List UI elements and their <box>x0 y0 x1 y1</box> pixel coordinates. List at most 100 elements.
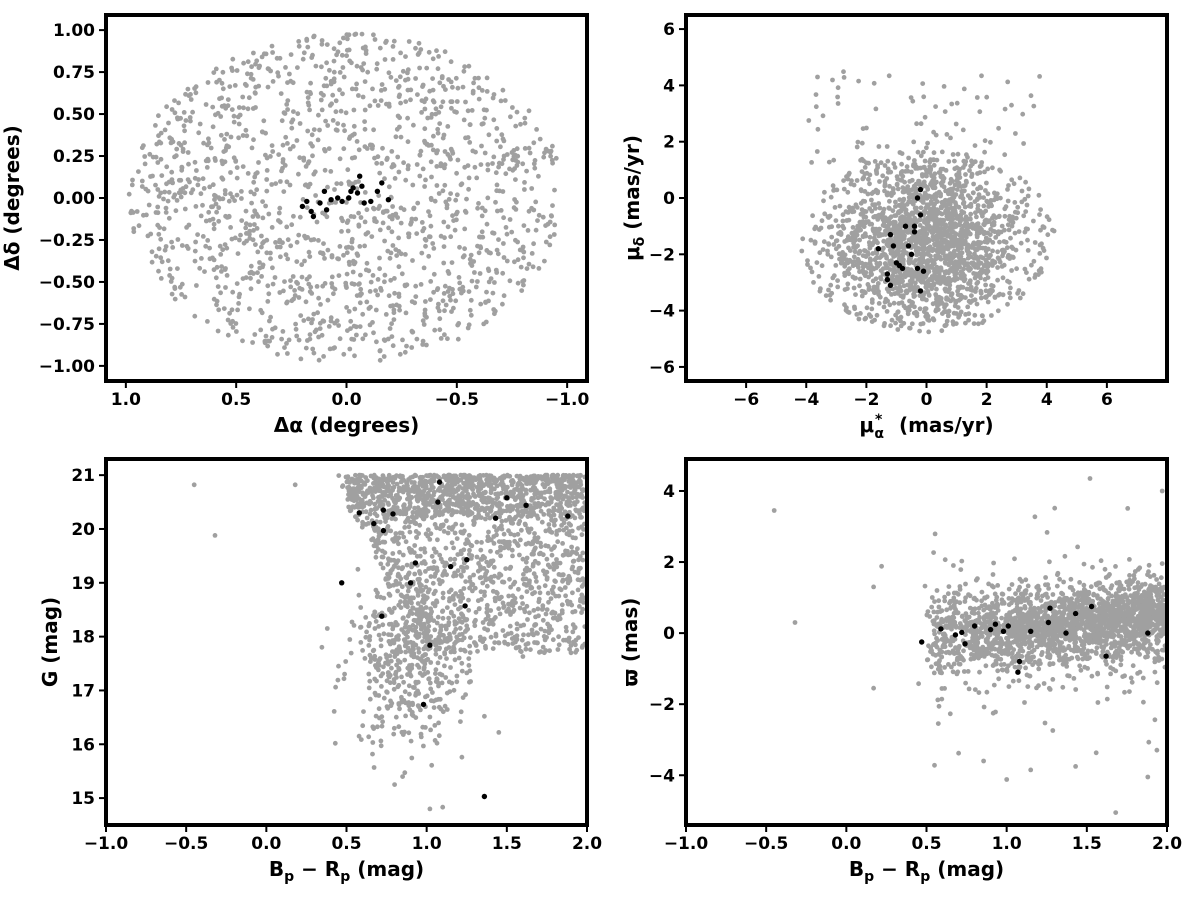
field-point <box>407 529 413 535</box>
field-point <box>473 284 479 290</box>
field-point <box>490 646 496 651</box>
field-point <box>472 623 478 629</box>
field-point <box>447 293 453 299</box>
x-tick-label: −4 <box>793 390 819 410</box>
field-point <box>203 243 209 249</box>
field-point <box>344 250 350 256</box>
field-point <box>453 211 459 217</box>
field-point <box>336 273 342 278</box>
field-point <box>935 280 940 285</box>
field-point <box>331 69 337 75</box>
field-point <box>978 295 984 301</box>
member-point <box>917 186 924 193</box>
field-point <box>357 324 363 329</box>
y-tick-label: 0.00 <box>53 189 95 209</box>
field-point <box>450 84 455 90</box>
field-point <box>363 267 369 273</box>
member-point <box>908 251 915 257</box>
member-point <box>328 197 334 203</box>
field-point <box>842 273 848 278</box>
field-point <box>361 61 367 66</box>
field-point <box>240 338 245 344</box>
field-point <box>854 178 860 183</box>
field-point <box>318 302 323 307</box>
field-point <box>378 561 384 567</box>
field-point <box>968 211 974 217</box>
field-point <box>205 80 211 85</box>
field-point <box>437 327 443 333</box>
field-point <box>240 164 246 170</box>
field-point <box>325 297 331 303</box>
field-point <box>479 213 485 219</box>
field-point <box>447 285 452 291</box>
field-point <box>313 63 319 69</box>
field-point <box>356 210 361 216</box>
field-point <box>386 225 391 231</box>
field-point <box>498 208 504 213</box>
field-point <box>929 194 934 200</box>
field-point <box>317 320 323 326</box>
field-point <box>983 282 988 288</box>
field-point <box>420 228 426 234</box>
field-point <box>252 222 257 227</box>
field-point <box>280 157 286 162</box>
field-point <box>917 306 923 312</box>
field-point <box>427 234 433 240</box>
field-point <box>830 183 836 189</box>
field-point <box>508 114 513 120</box>
field-point <box>992 295 998 300</box>
field-point <box>490 161 495 166</box>
field-point <box>449 309 454 314</box>
field-point <box>513 123 519 129</box>
field-point <box>851 285 857 291</box>
field-point <box>333 98 339 104</box>
field-point <box>230 56 236 62</box>
field-point <box>164 181 169 187</box>
field-point <box>876 144 882 149</box>
field-point <box>288 278 293 283</box>
field-point <box>200 234 206 239</box>
field-point <box>309 132 315 138</box>
field-point <box>235 307 241 313</box>
field-point <box>194 283 199 288</box>
field-point <box>358 272 363 278</box>
field-point <box>892 230 898 236</box>
field-point <box>868 267 874 272</box>
field-point <box>488 537 494 543</box>
field-point <box>866 287 872 292</box>
field-point <box>962 217 967 223</box>
field-point <box>931 157 936 163</box>
field-point <box>960 285 966 290</box>
field-points <box>126 31 559 363</box>
field-point <box>527 150 533 156</box>
field-point <box>289 222 295 228</box>
field-point <box>532 158 538 163</box>
field-point <box>521 255 526 261</box>
field-point <box>296 39 302 44</box>
field-point <box>402 349 408 355</box>
field-point <box>375 103 381 108</box>
field-point <box>391 307 397 313</box>
field-point <box>1007 295 1013 301</box>
y-tick-label: −1.00 <box>39 357 95 377</box>
field-point <box>234 68 240 73</box>
field-point <box>580 550 586 556</box>
field-point <box>891 300 897 306</box>
field-point <box>846 172 851 178</box>
field-point <box>435 614 441 620</box>
field-point <box>248 75 254 81</box>
field-point <box>343 110 349 116</box>
field-point <box>200 202 205 208</box>
field-point <box>403 310 409 316</box>
field-point <box>352 32 358 37</box>
field-point <box>570 629 576 635</box>
field-point <box>277 290 283 295</box>
field-point <box>278 91 284 96</box>
field-point <box>946 159 952 164</box>
field-point <box>877 294 883 300</box>
field-point <box>344 53 349 59</box>
field-point <box>308 91 313 97</box>
field-point <box>860 208 866 214</box>
field-point <box>387 326 393 331</box>
field-point <box>265 66 271 72</box>
